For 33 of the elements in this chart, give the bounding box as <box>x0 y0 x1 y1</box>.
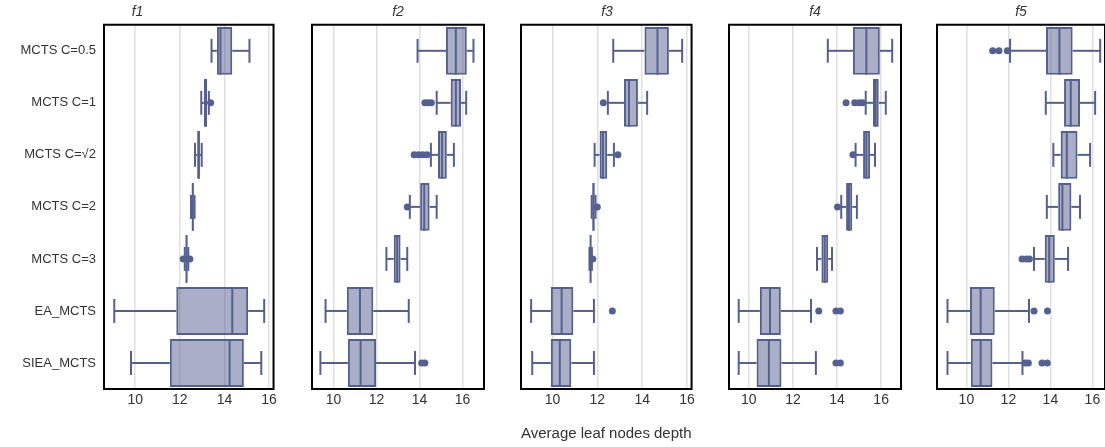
x-tick-label: 16 <box>1084 391 1101 408</box>
x-tick-label: 16 <box>679 391 696 408</box>
chart-title: f1 <box>131 3 144 20</box>
x-tick-label: 16 <box>454 391 471 408</box>
x-tick-label: 10 <box>958 391 975 408</box>
y-tick-label: MCTS C=1 <box>31 94 96 110</box>
x-tick-label: 16 <box>873 391 890 408</box>
x-tick-label: 12 <box>589 391 606 408</box>
x-tick-label: 14 <box>1042 391 1059 408</box>
y-tick-label: MCTS C=0.5 <box>20 42 96 58</box>
x-tick-label: 10 <box>325 391 342 408</box>
chart-title: f5 <box>1015 3 1028 20</box>
x-tick-label: 14 <box>216 391 233 408</box>
chart-title: f3 <box>601 3 614 20</box>
chart-title: f2 <box>392 3 405 20</box>
y-tick-label: MCTS C=2 <box>31 198 96 214</box>
x-tick-label: 12 <box>172 391 188 408</box>
chart-title: f4 <box>809 3 822 20</box>
x-tick-label: 14 <box>634 391 651 408</box>
x-tick-label: 12 <box>368 391 385 408</box>
y-tick-label: SIEA_MCTS <box>22 354 97 370</box>
x-tick-label: 14 <box>411 391 428 408</box>
y-tick-label: MCTS C=√2 <box>24 146 96 162</box>
x-tick-label: 10 <box>741 391 757 408</box>
y-tick-label: MCTS C=3 <box>31 250 96 266</box>
x-tick-label: 12 <box>1000 391 1017 408</box>
x-tick-label: 14 <box>829 391 846 408</box>
x-tick-label: 10 <box>127 391 144 408</box>
y-tick-label: EA_MCTS <box>34 302 97 318</box>
x-tick-label: 10 <box>544 391 561 408</box>
x-tick-label: 12 <box>785 391 801 408</box>
x-tick-label: 16 <box>261 391 278 408</box>
x-axis-title: Average leaf nodes depth <box>521 424 692 442</box>
